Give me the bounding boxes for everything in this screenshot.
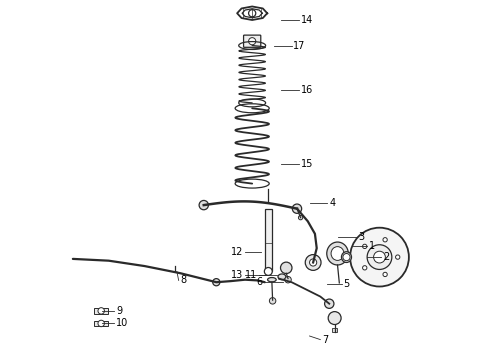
Circle shape xyxy=(328,312,341,324)
Text: 3: 3 xyxy=(358,232,364,242)
Text: 17: 17 xyxy=(294,41,306,50)
Text: 4: 4 xyxy=(329,198,335,208)
Ellipse shape xyxy=(268,278,276,282)
Bar xyxy=(265,209,271,271)
Circle shape xyxy=(324,299,334,309)
Circle shape xyxy=(98,308,104,314)
Bar xyxy=(95,320,108,326)
Circle shape xyxy=(383,272,387,276)
Text: 5: 5 xyxy=(343,279,350,289)
Circle shape xyxy=(363,244,367,248)
Text: 7: 7 xyxy=(322,334,328,345)
Text: 12: 12 xyxy=(231,247,243,257)
Circle shape xyxy=(293,204,302,213)
Circle shape xyxy=(248,10,256,17)
Text: 9: 9 xyxy=(116,306,122,316)
Text: 10: 10 xyxy=(116,319,128,328)
Circle shape xyxy=(310,259,317,266)
Circle shape xyxy=(343,253,350,261)
Circle shape xyxy=(98,320,104,327)
Ellipse shape xyxy=(327,242,348,265)
FancyBboxPatch shape xyxy=(244,35,261,47)
Text: 11: 11 xyxy=(245,270,258,280)
Circle shape xyxy=(373,251,385,263)
Circle shape xyxy=(213,279,220,286)
Circle shape xyxy=(350,228,409,287)
Circle shape xyxy=(265,267,272,275)
Text: 15: 15 xyxy=(300,159,313,169)
Circle shape xyxy=(383,238,387,242)
Text: 6: 6 xyxy=(257,277,263,287)
Circle shape xyxy=(270,298,276,304)
Text: 8: 8 xyxy=(180,275,187,285)
Text: 2: 2 xyxy=(383,252,390,262)
Circle shape xyxy=(363,266,367,270)
Circle shape xyxy=(199,201,208,210)
Bar xyxy=(332,328,337,332)
Ellipse shape xyxy=(278,274,286,280)
Text: 16: 16 xyxy=(300,85,313,95)
Circle shape xyxy=(280,262,292,274)
Text: 1: 1 xyxy=(368,241,375,251)
Circle shape xyxy=(298,216,303,220)
Ellipse shape xyxy=(342,252,351,262)
Text: 14: 14 xyxy=(300,15,313,26)
Circle shape xyxy=(285,276,291,283)
Text: 13: 13 xyxy=(231,270,243,280)
Circle shape xyxy=(248,38,256,45)
Ellipse shape xyxy=(331,247,344,260)
Circle shape xyxy=(305,255,321,270)
Circle shape xyxy=(395,255,400,259)
Circle shape xyxy=(367,245,392,269)
Bar xyxy=(95,308,108,314)
